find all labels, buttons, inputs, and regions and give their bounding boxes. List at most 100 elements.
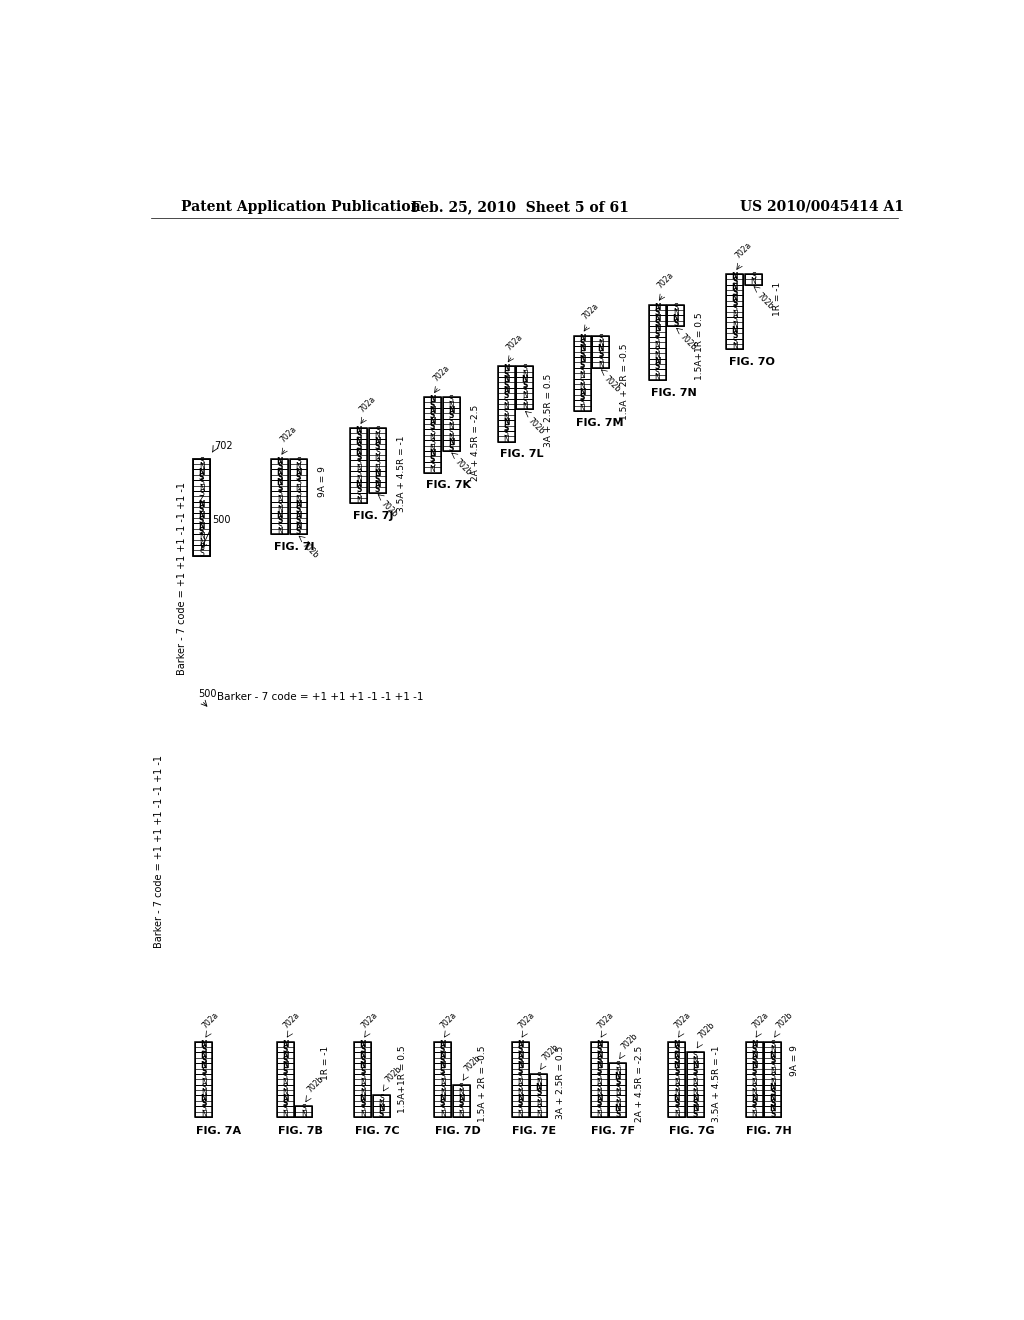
Bar <box>350 492 368 503</box>
Text: FIG. 7E: FIG. 7E <box>512 1126 556 1137</box>
Text: S: S <box>693 1072 697 1081</box>
Text: N: N <box>751 1094 758 1102</box>
Text: 702a: 702a <box>200 1010 220 1030</box>
Text: S: S <box>732 337 737 346</box>
Text: S: S <box>692 1067 698 1076</box>
Text: S: S <box>752 1056 757 1065</box>
Bar <box>295 1106 312 1117</box>
Text: S: S <box>615 1082 621 1092</box>
Bar <box>649 348 666 359</box>
Text: N: N <box>597 345 604 354</box>
Text: N: N <box>654 325 660 334</box>
Text: S: S <box>732 331 737 341</box>
Text: S: S <box>654 362 660 371</box>
Text: S: S <box>615 1110 621 1119</box>
Text: N: N <box>517 1094 523 1102</box>
Bar <box>609 1063 627 1117</box>
Text: N: N <box>439 1094 445 1102</box>
Text: 2A + 4.5R = -2.5: 2A + 4.5R = -2.5 <box>471 405 479 480</box>
Text: N: N <box>459 1110 464 1119</box>
Text: S: S <box>360 1045 366 1055</box>
Bar <box>194 470 210 480</box>
Bar <box>453 1085 470 1117</box>
Text: S: S <box>283 1105 288 1114</box>
Text: S: S <box>430 422 435 432</box>
Text: S: S <box>692 1100 698 1107</box>
Text: N: N <box>770 1077 775 1086</box>
Text: S: S <box>356 453 361 462</box>
Text: S: S <box>580 366 585 375</box>
Text: S: S <box>517 1056 523 1065</box>
Text: S: S <box>522 380 527 389</box>
Text: S: S <box>296 478 301 487</box>
Text: N: N <box>503 375 510 384</box>
Text: S: S <box>752 1045 757 1055</box>
Text: S: S <box>504 370 509 379</box>
Text: N: N <box>359 1040 366 1049</box>
Bar <box>373 1096 390 1106</box>
Bar <box>354 1085 372 1096</box>
Bar <box>369 428 386 438</box>
Text: N: N <box>199 532 205 541</box>
Text: S: S <box>375 426 380 436</box>
Text: N: N <box>517 1088 523 1097</box>
Text: 702b: 702b <box>305 1074 326 1094</box>
Text: 3A + 2.5R = 0.5: 3A + 2.5R = 0.5 <box>556 1045 565 1118</box>
Text: S: S <box>440 1082 445 1092</box>
Text: S: S <box>752 1105 757 1114</box>
Bar <box>764 1074 781 1085</box>
Bar <box>669 1106 685 1117</box>
Bar <box>609 1085 627 1096</box>
Text: S: S <box>430 401 435 409</box>
Bar <box>350 449 368 461</box>
Text: N: N <box>360 1088 366 1097</box>
Bar <box>350 428 368 438</box>
Bar <box>687 1074 703 1085</box>
Bar <box>591 1085 607 1096</box>
Bar <box>530 1106 547 1117</box>
Text: N: N <box>278 527 283 536</box>
Bar <box>687 1106 703 1117</box>
Bar <box>194 491 210 502</box>
Text: S: S <box>278 462 283 471</box>
Text: S: S <box>770 1056 775 1065</box>
Bar <box>354 1106 372 1117</box>
Bar <box>512 1085 528 1096</box>
Text: 1.5A + 2R = -0.5: 1.5A + 2R = -0.5 <box>621 343 629 420</box>
Text: 702a: 702a <box>438 1010 459 1030</box>
Text: S: S <box>580 360 585 370</box>
Text: S: S <box>459 1100 464 1107</box>
Bar <box>745 1063 763 1074</box>
Text: S: S <box>597 1105 601 1114</box>
Text: N: N <box>503 385 510 395</box>
Text: S: S <box>517 1045 523 1055</box>
Bar <box>591 1074 607 1085</box>
Text: N: N <box>731 282 738 292</box>
Text: S: S <box>202 1105 206 1114</box>
Text: S: S <box>356 486 361 495</box>
Text: N: N <box>355 480 362 488</box>
Text: S: S <box>200 549 204 557</box>
Bar <box>516 378 534 388</box>
Text: N: N <box>359 1051 366 1060</box>
Text: S: S <box>356 458 361 467</box>
Text: N: N <box>752 1110 757 1119</box>
Bar <box>573 358 591 368</box>
Text: S: S <box>504 380 509 389</box>
Text: N: N <box>522 403 527 412</box>
Text: N: N <box>614 1072 621 1081</box>
Bar <box>649 315 666 326</box>
Text: S: S <box>673 319 679 329</box>
Text: S: S <box>598 350 603 359</box>
Text: S: S <box>283 1045 288 1055</box>
Text: N: N <box>596 1040 602 1049</box>
Text: N: N <box>615 1067 621 1076</box>
Text: S: S <box>536 1088 542 1097</box>
Text: Barker - 7 code = +1 +1 +1 -1 -1 +1 -1: Barker - 7 code = +1 +1 +1 -1 -1 +1 -1 <box>177 482 187 675</box>
Text: N: N <box>517 1077 523 1086</box>
Text: 702b: 702b <box>697 1020 717 1040</box>
Bar <box>609 1074 627 1085</box>
Text: 9A = 9: 9A = 9 <box>317 466 327 498</box>
Text: N: N <box>732 342 737 351</box>
Text: S: S <box>360 1056 366 1065</box>
